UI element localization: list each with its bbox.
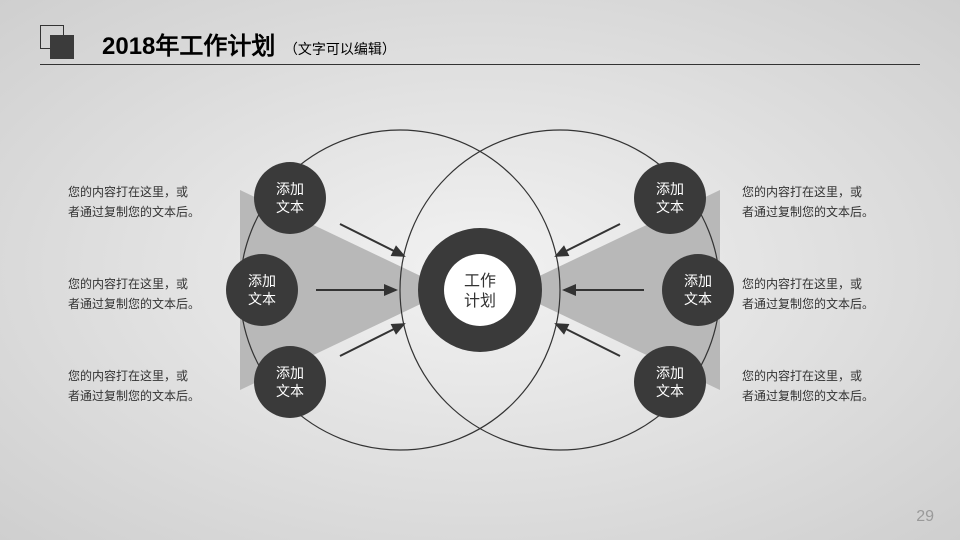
description-d5-line2: 者通过复制您的文本后。 — [742, 294, 892, 314]
node-n1-label-1: 添加 — [276, 181, 304, 197]
description-d5: 您的内容打在这里，或者通过复制您的文本后。 — [742, 274, 892, 315]
description-d2-line1: 您的内容打在这里，或 — [68, 274, 218, 294]
node-n2-label-2: 文本 — [248, 291, 276, 307]
description-d6-line1: 您的内容打在这里，或 — [742, 366, 892, 386]
slide: 2018年工作计划 （文字可以编辑） 工作计划添加文本添加文本添加文本添加文本添… — [0, 0, 960, 540]
center-label-1: 工作 — [464, 272, 496, 290]
title-main: 2018年工作计划 — [102, 33, 275, 60]
node-n3-label-2: 文本 — [276, 383, 304, 399]
description-d2-line2: 者通过复制您的文本后。 — [68, 294, 218, 314]
center-label-2: 计划 — [464, 292, 496, 310]
description-d5-line1: 您的内容打在这里，或 — [742, 274, 892, 294]
description-d3: 您的内容打在这里，或者通过复制您的文本后。 — [68, 366, 218, 407]
center-ring-inner — [444, 254, 516, 326]
page-number: 29 — [916, 508, 934, 526]
description-d1-line2: 者通过复制您的文本后。 — [68, 202, 218, 222]
node-n5-label-1: 添加 — [684, 273, 712, 289]
description-d6: 您的内容打在这里，或者通过复制您的文本后。 — [742, 366, 892, 407]
node-n1-label-2: 文本 — [276, 199, 304, 215]
node-n5-label-2: 文本 — [684, 291, 712, 307]
description-d3-line1: 您的内容打在这里，或 — [68, 366, 218, 386]
title-sub: （文字可以编辑） — [284, 41, 396, 57]
description-d4-line2: 者通过复制您的文本后。 — [742, 202, 892, 222]
node-n3-label-1: 添加 — [276, 365, 304, 381]
description-d4: 您的内容打在这里，或者通过复制您的文本后。 — [742, 182, 892, 223]
node-n5 — [662, 254, 734, 326]
node-n3 — [254, 346, 326, 418]
description-d1: 您的内容打在这里，或者通过复制您的文本后。 — [68, 182, 218, 223]
description-d2: 您的内容打在这里，或者通过复制您的文本后。 — [68, 274, 218, 315]
node-n2 — [226, 254, 298, 326]
node-n6-label-1: 添加 — [656, 365, 684, 381]
node-n2-label-1: 添加 — [248, 273, 276, 289]
description-d3-line2: 者通过复制您的文本后。 — [68, 386, 218, 406]
description-d1-line1: 您的内容打在这里，或 — [68, 182, 218, 202]
node-n6-label-2: 文本 — [656, 383, 684, 399]
node-n4 — [634, 162, 706, 234]
node-n1 — [254, 162, 326, 234]
node-n6 — [634, 346, 706, 418]
title-divider — [40, 64, 920, 65]
description-d6-line2: 者通过复制您的文本后。 — [742, 386, 892, 406]
work-plan-diagram: 工作计划添加文本添加文本添加文本添加文本添加文本添加文本 您的内容打在这里，或者… — [0, 90, 960, 490]
node-n4-label-1: 添加 — [656, 181, 684, 197]
slide-title: 2018年工作计划 （文字可以编辑） — [102, 26, 396, 61]
description-d4-line1: 您的内容打在这里，或 — [742, 182, 892, 202]
node-n4-label-2: 文本 — [656, 199, 684, 215]
